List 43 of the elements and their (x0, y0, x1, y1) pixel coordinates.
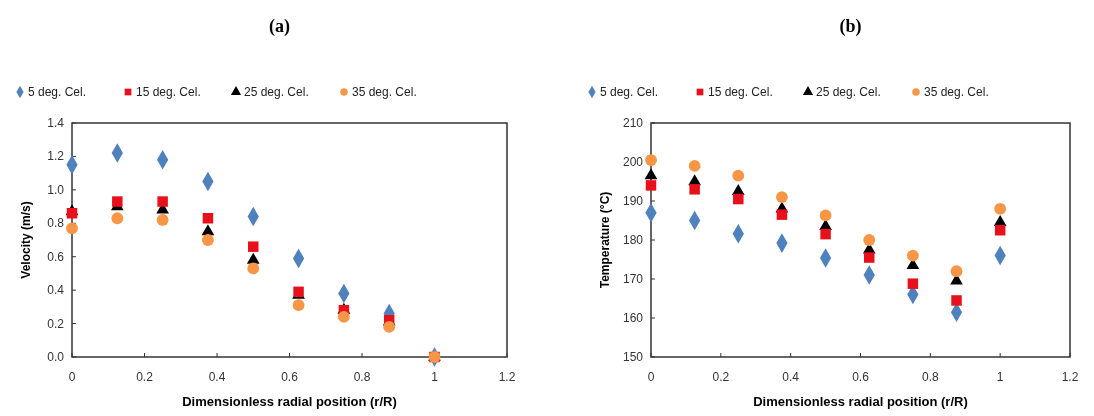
y-tick-label: 1.4 (47, 116, 65, 130)
x-tick-label: 0.4 (208, 370, 226, 384)
y-tick-label: 200 (622, 155, 644, 169)
legend-label: 35 deg. Cel. (924, 85, 989, 99)
chart-title: (b) (839, 16, 862, 37)
legend-label: 15 deg. Cel. (136, 85, 201, 99)
x-axis-title: Dimensionless radial position (r/R) (753, 394, 968, 409)
y-tick-label: 0.6 (47, 249, 65, 264)
y-tick-label: 160 (622, 311, 644, 325)
x-tick-label: 0.4 (782, 370, 800, 384)
legend-label: 5 deg. Cel. (28, 85, 87, 99)
y-tick-label: 0.0 (47, 350, 65, 364)
y-tick-label: 150 (622, 350, 644, 364)
y-tick-label: 170 (622, 272, 644, 286)
y-axis-title: Temperature (°C) (598, 191, 612, 289)
y-tick-label: 1.2 (47, 149, 65, 164)
x-tick-label: 0 (68, 370, 76, 384)
x-tick-label: 0.6 (281, 370, 299, 384)
y-tick-label: 0.4 (47, 283, 65, 298)
x-tick-label: 1.2 (498, 370, 516, 384)
x-tick-label: 0.8 (921, 370, 939, 384)
x-tick-label: 1 (996, 370, 1004, 384)
x-tick-label: 0.2 (136, 370, 154, 384)
x-tick-label: 1.2 (1061, 370, 1079, 384)
x-tick-label: 0.8 (353, 370, 371, 384)
legend-label: 25 deg. Cel. (244, 85, 309, 99)
x-tick-label: 0 (647, 370, 655, 384)
y-tick-label: 190 (622, 194, 644, 208)
y-axis-title: Velocity (m/s) (19, 201, 33, 279)
x-tick-label: 0.2 (712, 370, 730, 384)
legend-label: 15 deg. Cel. (708, 85, 773, 99)
x-tick-label: 0.6 (852, 370, 870, 384)
y-tick-label: 180 (622, 233, 644, 247)
y-tick-label: 0.8 (47, 216, 65, 231)
chart-title: (a) (269, 16, 290, 37)
legend-label: 5 deg. Cel. (600, 85, 659, 99)
y-tick-label: 0.2 (47, 316, 65, 331)
x-axis-title: Dimensionless radial position (r/R) (182, 394, 397, 409)
x-tick-label: 1 (431, 370, 439, 384)
legend-label: 25 deg. Cel. (816, 85, 881, 99)
y-tick-label: 210 (622, 116, 644, 130)
legend-label: 35 deg. Cel. (352, 85, 417, 99)
y-tick-label: 1.0 (47, 182, 65, 197)
